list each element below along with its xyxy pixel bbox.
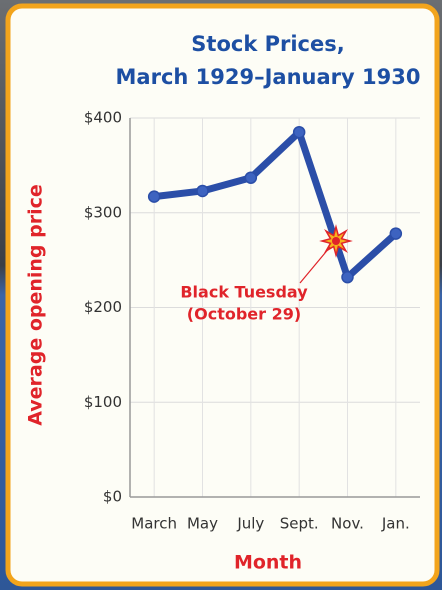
x-tick-label: Nov. <box>331 515 364 533</box>
point <box>245 172 256 183</box>
y-tick-label: $100 <box>84 393 122 411</box>
x-tick-label: July <box>236 515 264 533</box>
annotation: Black Tuesday <box>180 283 308 302</box>
annotation: (October 29) <box>187 305 301 324</box>
x-tick-label: Sept. <box>280 515 319 533</box>
y-tick-label: $0 <box>103 488 122 506</box>
point <box>390 228 401 239</box>
x-axis-label: Month <box>234 552 302 574</box>
x-tick-label: Jan. <box>381 515 410 533</box>
chart-title: March 1929–January 1930 <box>116 65 421 89</box>
x-tick-label: March <box>131 515 177 533</box>
y-axis-label: Average opening price <box>25 184 47 426</box>
point <box>197 185 208 196</box>
y-tick-label: $200 <box>84 298 122 316</box>
point <box>294 127 305 138</box>
burst-center <box>332 237 340 245</box>
chart-title: Stock Prices, <box>191 32 344 56</box>
point <box>149 191 160 202</box>
y-tick-label: $400 <box>84 109 122 127</box>
chart: Stock Prices, March 1929–January 1930 Av… <box>0 0 442 590</box>
y-tick-label: $300 <box>84 203 122 221</box>
x-tick-label: May <box>187 515 218 533</box>
point <box>342 272 353 283</box>
